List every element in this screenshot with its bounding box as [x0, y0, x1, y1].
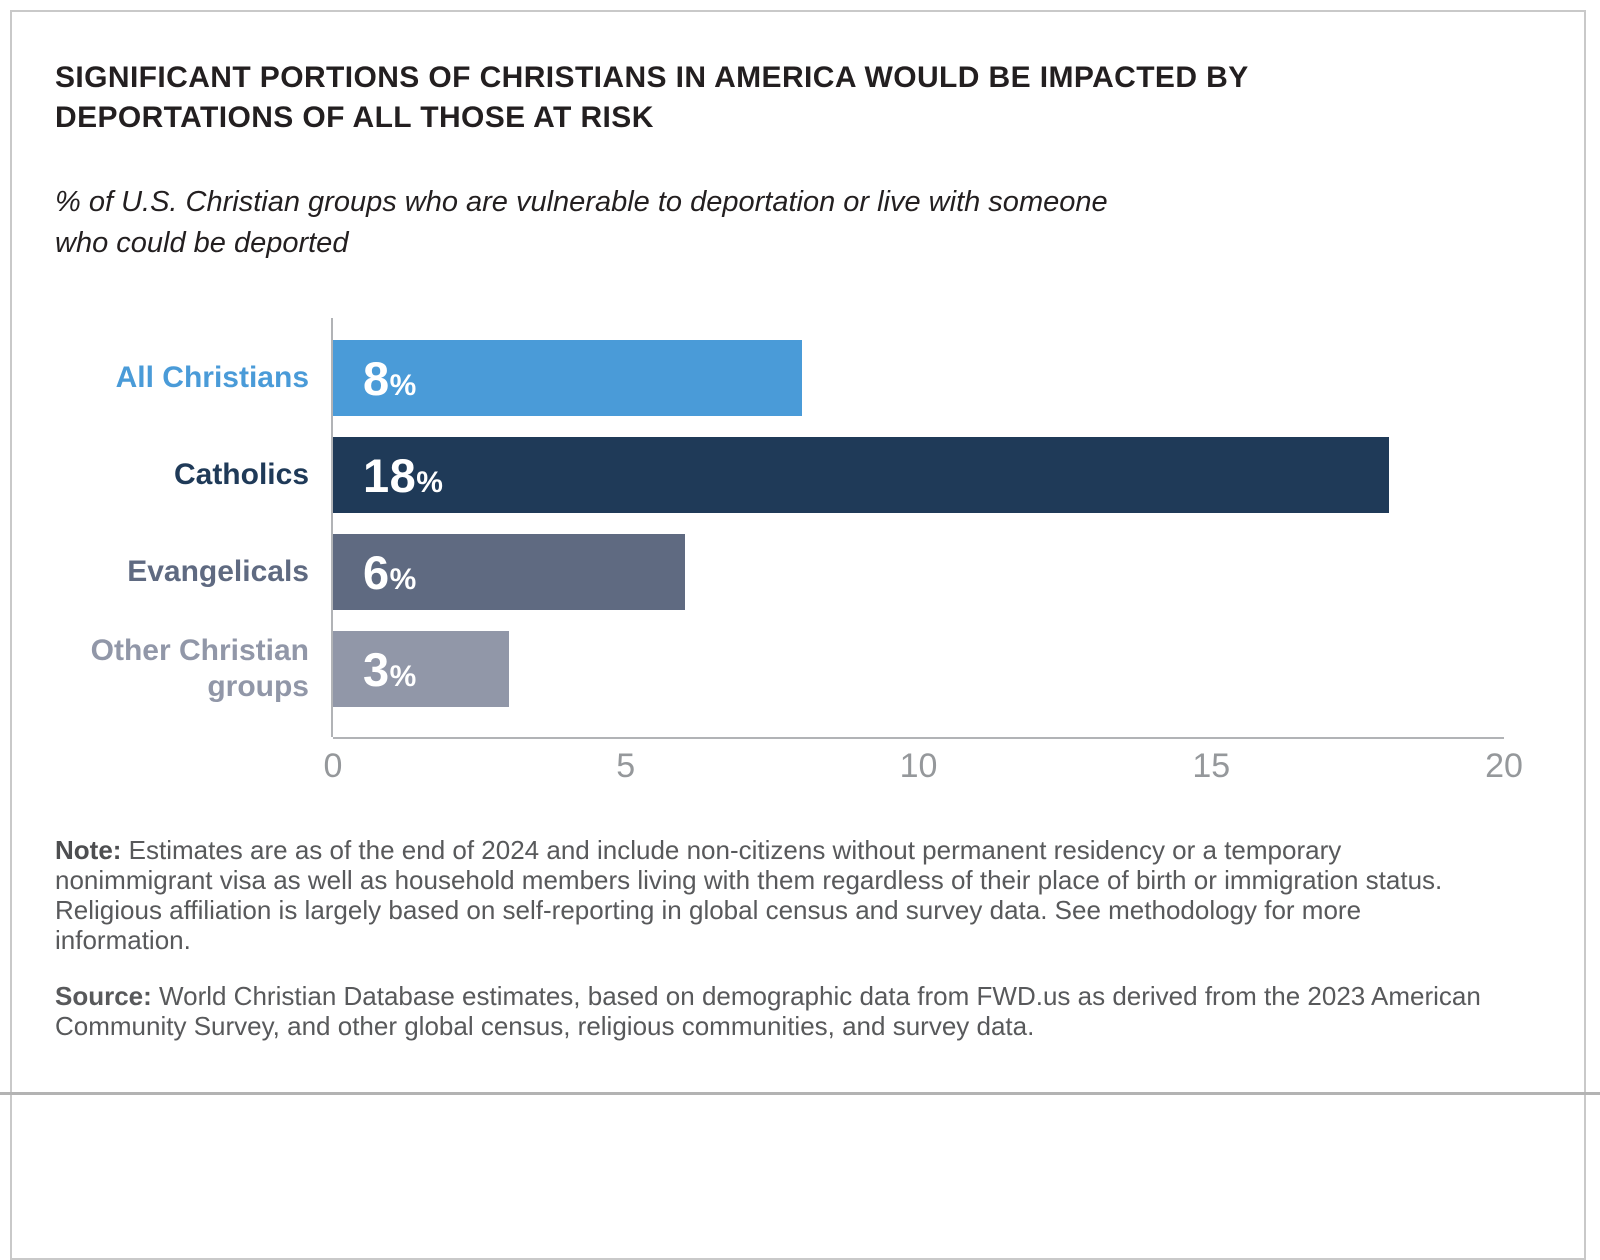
x-tick-label: 15	[1192, 747, 1231, 785]
bar-row: Catholics 18%	[55, 437, 1504, 513]
category-label: Catholics	[173, 458, 309, 491]
bar-track: 6%	[331, 534, 1504, 610]
figure-card: SIGNIFICANT PORTIONS OF CHRISTIANS IN AM…	[10, 10, 1586, 1260]
chart-subtitle-line-2: who could be deported	[55, 227, 349, 259]
percent-sign: %	[389, 562, 417, 596]
bar-row: Other Christian groups 3%	[55, 631, 1504, 707]
bar-value-label: 18%	[363, 448, 444, 502]
source-label: Source:	[55, 981, 152, 1011]
percent-sign: %	[389, 659, 417, 693]
chart-title: SIGNIFICANT PORTIONS OF CHRISTIANS IN AM…	[55, 58, 1504, 138]
chart-title-line-1: SIGNIFICANT PORTIONS OF CHRISTIANS IN AM…	[55, 61, 1249, 94]
note-text: Note: Estimates are as of the end of 202…	[55, 835, 1504, 955]
bar-row: All Christians 8%	[55, 340, 1504, 416]
y-axis-line	[331, 318, 333, 737]
bar-value-label: 8%	[363, 351, 417, 405]
x-tick-label: 0	[323, 747, 343, 785]
percent-sign: %	[416, 465, 444, 499]
category-label: All Christians	[115, 361, 309, 394]
bar-value-label: 6%	[363, 545, 417, 599]
category-label: Other Christian groups	[90, 634, 309, 703]
bar-track: 8%	[331, 340, 1504, 416]
chart-body: All Christians 8% Catholics 18% Evangelicals…	[55, 318, 1504, 737]
bar: 8%	[333, 340, 803, 416]
x-axis-ticks: 0 5 10 15 20	[324, 739, 1523, 795]
bottom-divider	[0, 1092, 1600, 1095]
bar-chart: All Christians 8% Catholics 18% Evangelicals…	[55, 318, 1523, 795]
bar-row: Evangelicals 6%	[55, 534, 1504, 610]
bar: 6%	[333, 534, 685, 610]
figure-content: SIGNIFICANT PORTIONS OF CHRISTIANS IN AM…	[12, 12, 1584, 1041]
x-tick-label: 20	[1485, 747, 1523, 785]
bar-track: 18%	[331, 437, 1504, 513]
chart-title-line-2: DEPORTATIONS OF ALL THOSE AT RISK	[55, 101, 654, 134]
bar: 18%	[333, 437, 1389, 513]
x-tick-label: 10	[899, 747, 938, 785]
x-axis-line	[333, 737, 1504, 739]
bar-track: 3%	[331, 631, 1504, 707]
source-body: World Christian Database estimates, base…	[55, 981, 1481, 1041]
percent-sign: %	[389, 368, 417, 402]
note-label: Note:	[55, 835, 122, 865]
note-body: Estimates are as of the end of 2024 and …	[55, 835, 1443, 955]
category-label: Evangelicals	[127, 555, 309, 588]
chart-subtitle: % of U.S. Christian groups who are vulne…	[55, 182, 1504, 264]
x-tick-label: 5	[616, 747, 636, 785]
source-text: Source: World Christian Database estimat…	[55, 981, 1504, 1041]
bar: 3%	[333, 631, 509, 707]
bar-value-label: 3%	[363, 642, 417, 696]
chart-subtitle-line-1: % of U.S. Christian groups who are vulne…	[55, 186, 1108, 218]
